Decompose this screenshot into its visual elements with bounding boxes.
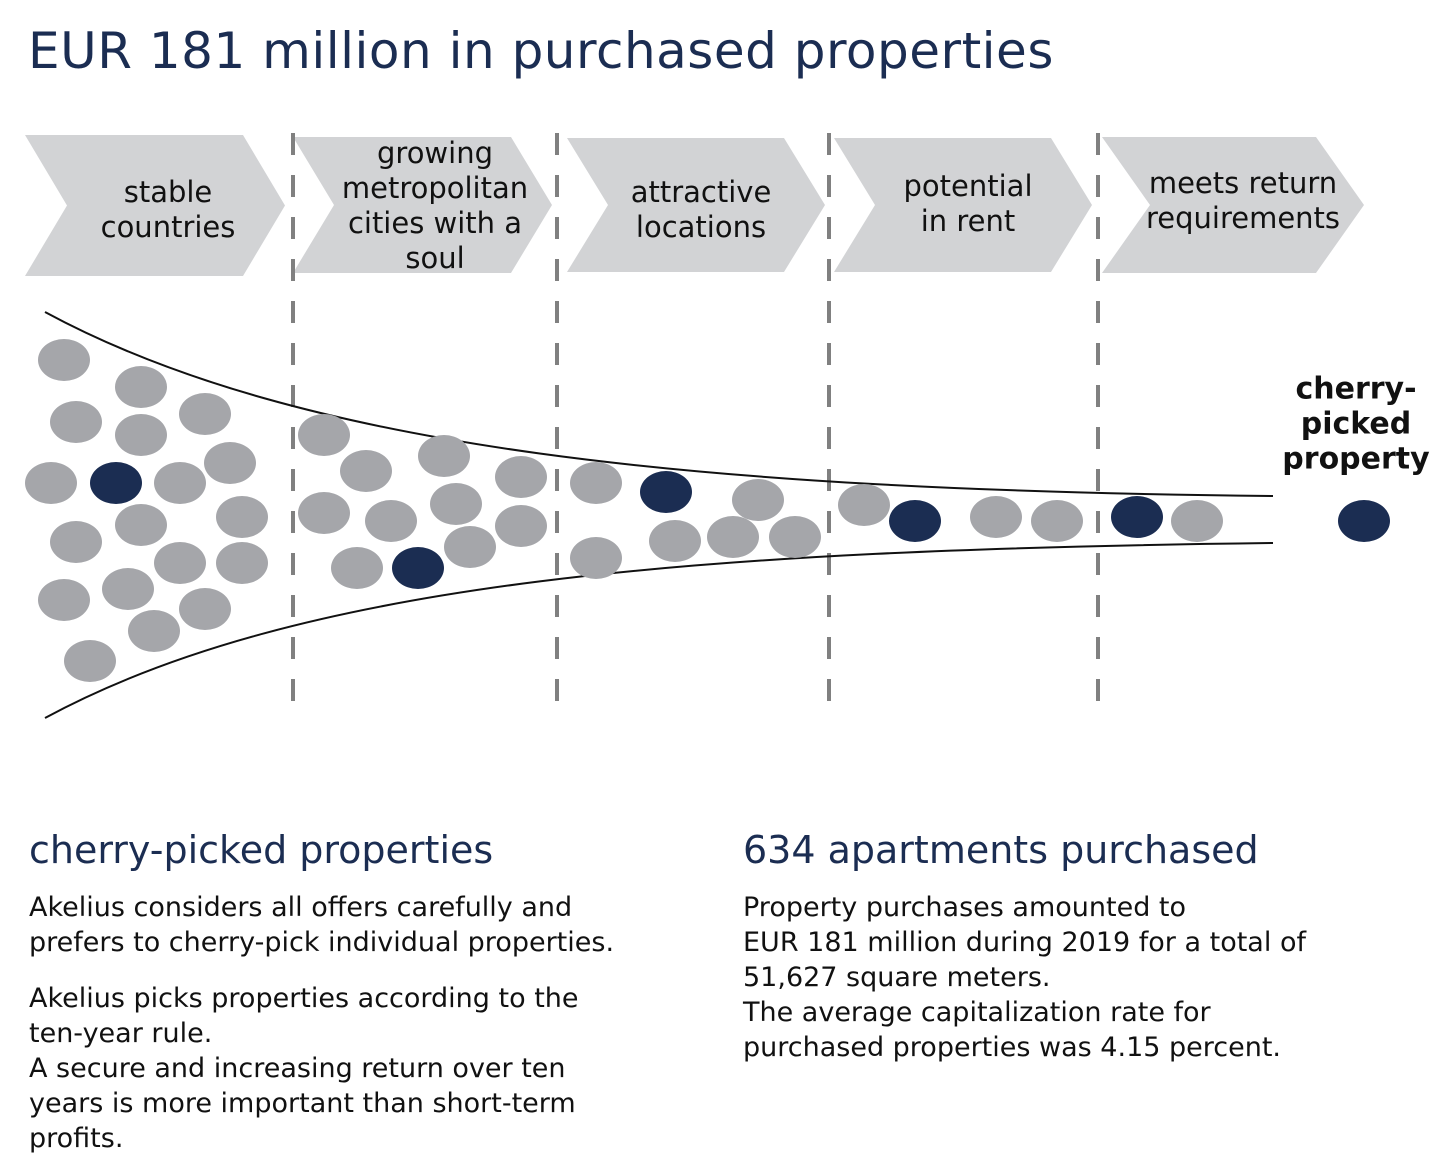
property-dot-selected [640,471,692,513]
right-column: 634 apartments purchased Property purcha… [743,828,1306,1065]
property-dot [649,520,701,562]
property-dot [495,505,547,547]
property-dot [204,442,256,484]
cherry-picked-property-label: cherry- picked property [1282,371,1430,477]
property-dot [570,462,622,504]
property-dot-selected [889,500,941,542]
property-dot [154,462,206,504]
property-dot [38,579,90,621]
property-dot [179,588,231,630]
left-column: cherry-picked properties Akelius conside… [29,828,614,1156]
chevron-step-2 [293,137,552,273]
property-dot-selected [1111,496,1163,538]
step-label-potential-in-rent: potential in rent [903,169,1033,238]
step-label-attractive-locations: attractive locations [630,175,772,244]
property-dot [418,435,470,477]
property-dot [38,339,90,381]
property-dot [430,483,482,525]
property-dot [1031,500,1083,542]
property-dot [50,521,102,563]
chevron-step-5 [1102,137,1364,273]
property-dot [102,568,154,610]
left-paragraph-1: Akelius considers all offers carefully a… [29,892,615,958]
property-dot [732,479,784,521]
property-dot-selected [90,462,142,504]
property-dot [115,504,167,546]
property-dot [1171,500,1223,542]
property-dot [128,610,180,652]
property-dot [64,640,116,682]
left-paragraph-2: Akelius picks properties according to th… [29,983,579,1154]
property-dot [707,516,759,558]
step-label-stable-countries: stable countries [100,175,236,244]
step-label-meets-return-requirements: meets return requirements [1145,166,1341,235]
right-heading: 634 apartments purchased [743,828,1259,872]
property-dot-selected [1338,500,1390,542]
funnel-diagram [25,133,1390,719]
page-title: EUR 181 million in purchased properties [28,22,1054,80]
property-dot [769,516,821,558]
property-dot [331,547,383,589]
property-dot [115,414,167,456]
chevron-step-4 [834,138,1092,272]
property-dot [25,462,77,504]
property-dot [216,542,268,584]
property-dot [970,496,1022,538]
funnel-bottom-curve [44,542,1274,719]
property-dot [365,500,417,542]
property-dot [340,450,392,492]
property-dot [444,526,496,568]
step-label-growing-cities: growing metropolitan cities with a soul [341,136,529,275]
property-dot [495,456,547,498]
property-dot [50,401,102,443]
right-paragraph: Property purchases amounted to EUR 181 m… [743,892,1306,1063]
property-dot [179,393,231,435]
property-dot-selected [392,547,444,589]
funnel-top-curve [44,311,1274,497]
property-dot [154,542,206,584]
chevron-step-1 [25,135,285,276]
property-dot [570,537,622,579]
property-dot [216,496,268,538]
chevron-step-3 [567,138,825,272]
property-dot [838,484,890,526]
left-heading: cherry-picked properties [29,828,494,872]
property-dot [298,492,350,534]
property-dot [298,414,350,456]
property-dot [115,366,167,408]
